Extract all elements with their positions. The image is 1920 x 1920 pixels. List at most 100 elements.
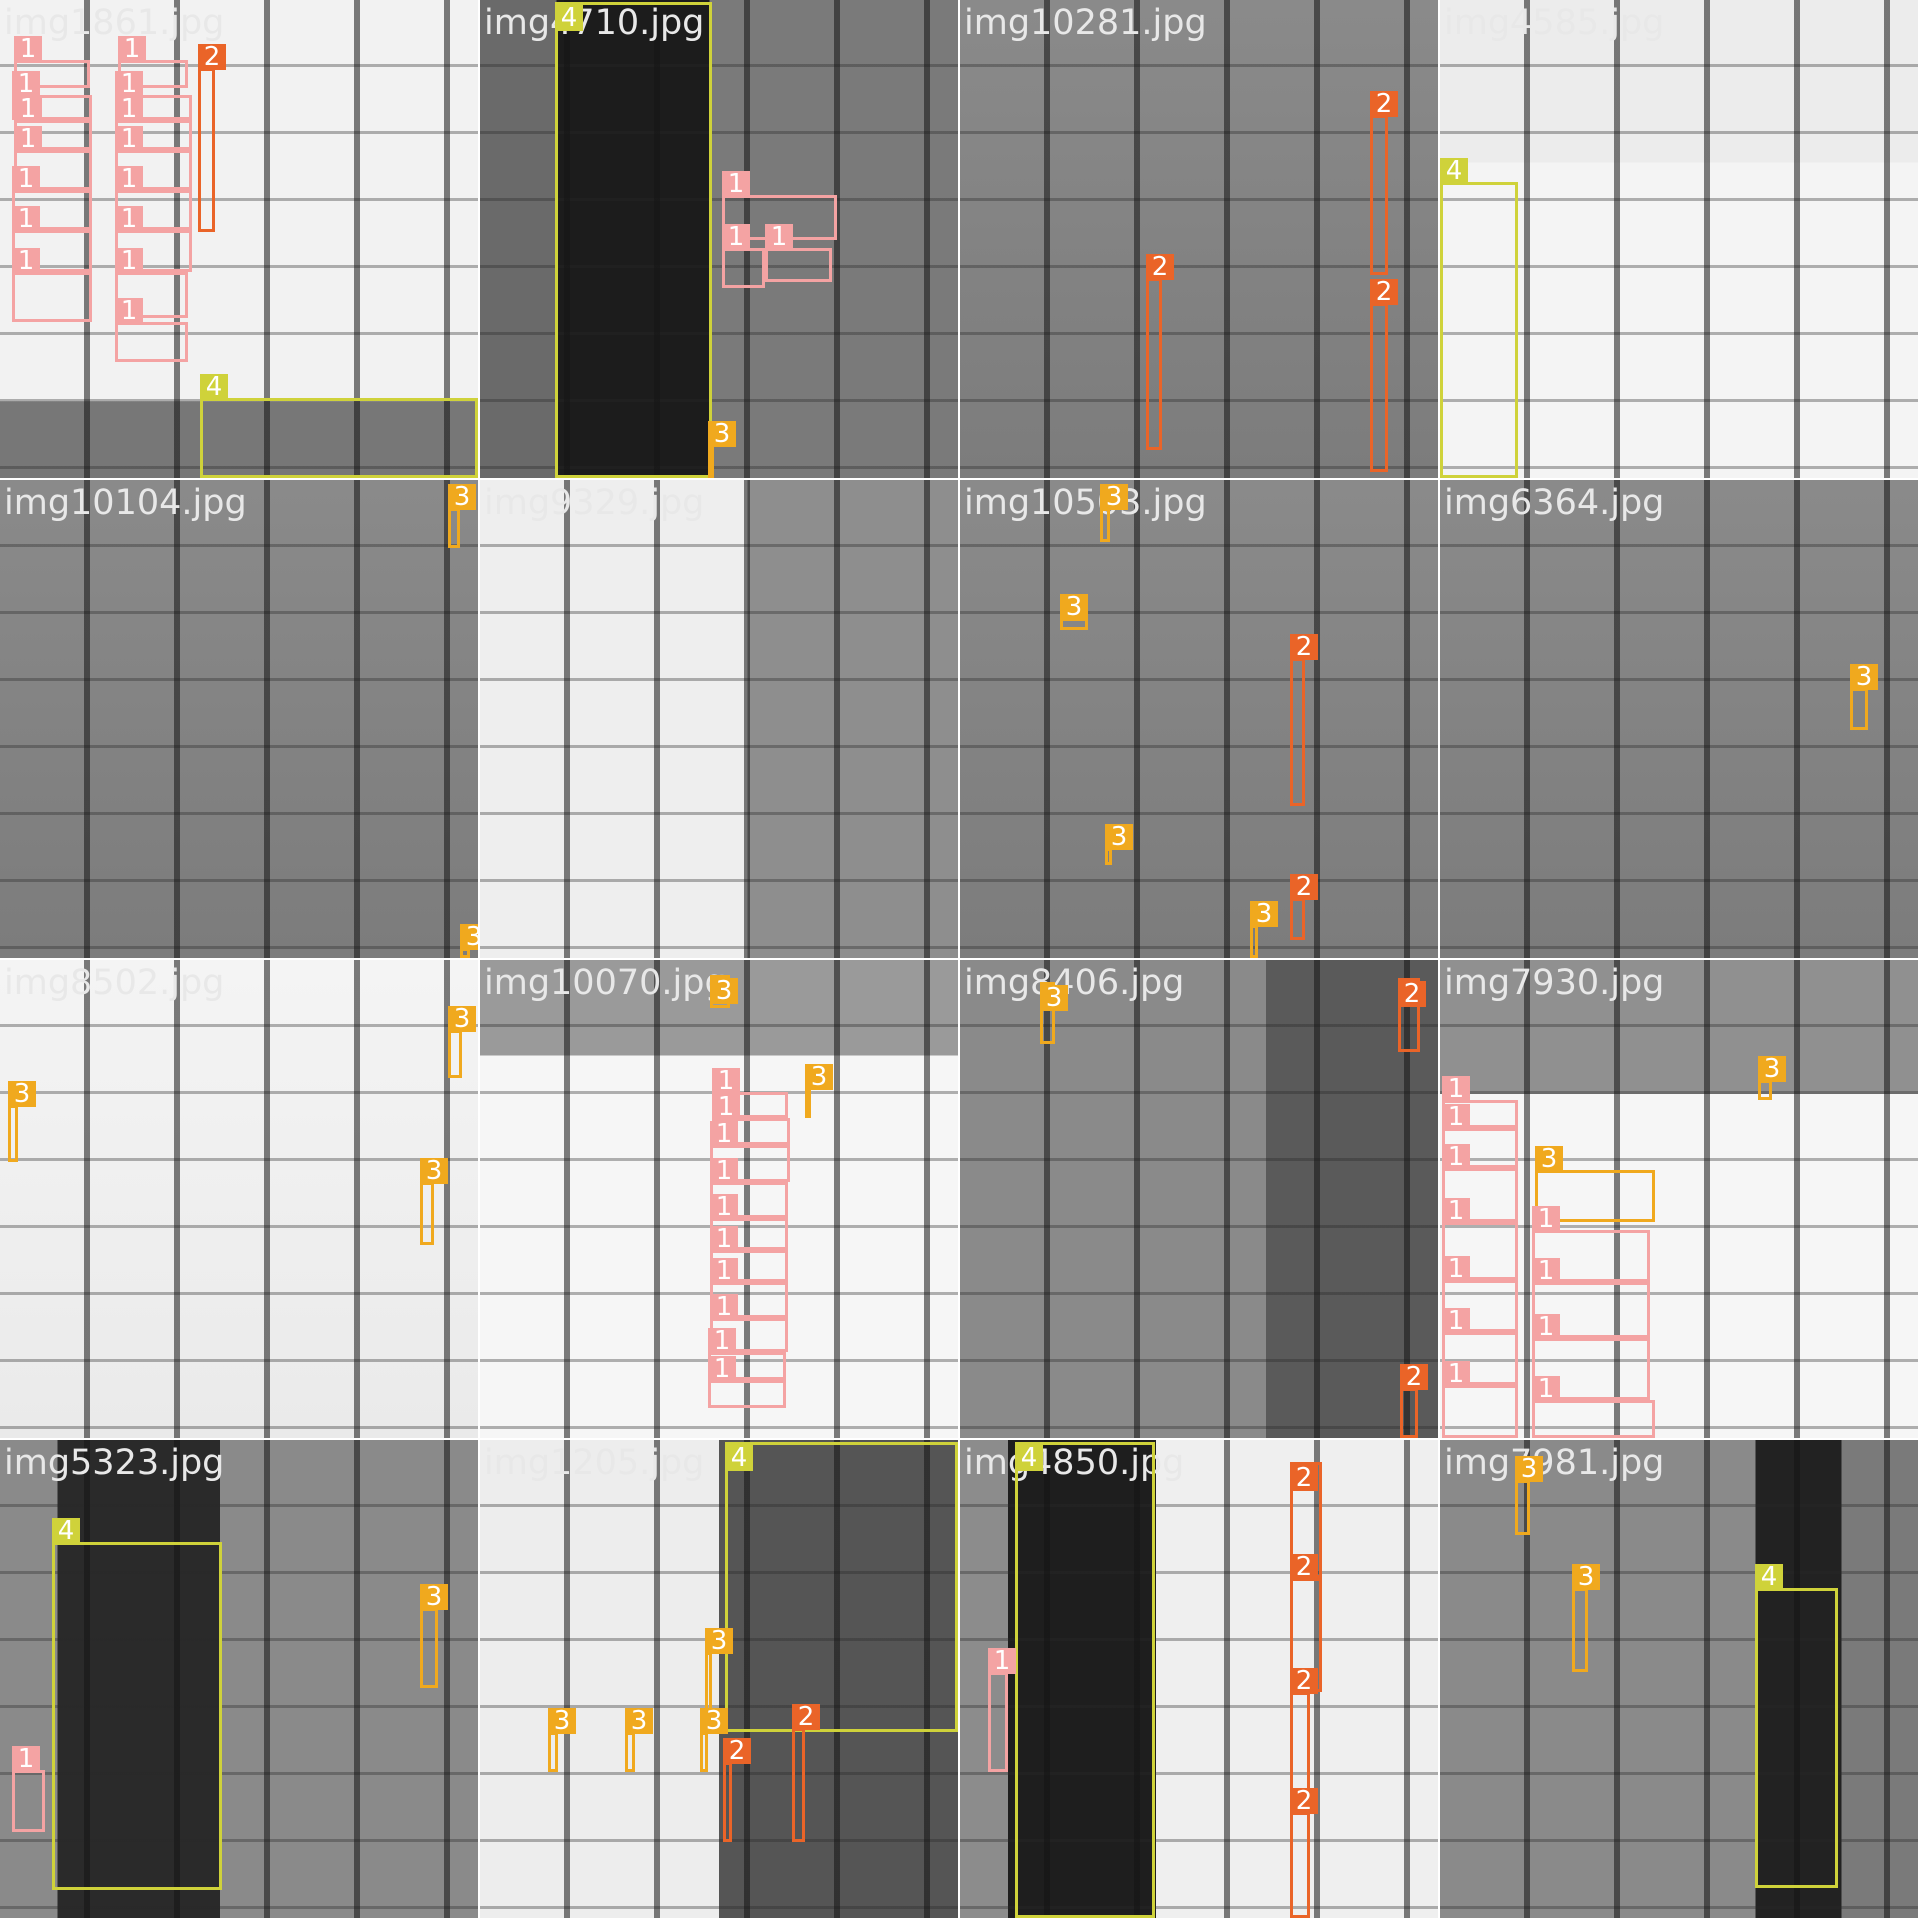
defect-bounding-box: 1 — [708, 1356, 786, 1408]
defect-bounding-box: 1 — [988, 1648, 1016, 1772]
image-filename: img8406.jpg — [964, 963, 1185, 1003]
class-label: 3 — [420, 1584, 448, 1610]
defect-bounding-box: 2 — [1290, 874, 1318, 940]
solar-panel-image — [1440, 480, 1918, 958]
defect-bounding-box: 1 — [1442, 1198, 1518, 1280]
defect-bounding-box: 3 — [1250, 901, 1278, 958]
defect-bounding-box: 3 — [448, 1006, 476, 1078]
class-label: 3 — [805, 1064, 833, 1090]
class-label: 2 — [198, 44, 226, 70]
class-label: 1 — [12, 1746, 40, 1772]
class-label: 2 — [1290, 874, 1318, 900]
defect-bounding-box: 2 — [1146, 254, 1174, 450]
defect-bounding-box: 3 — [1850, 664, 1878, 730]
defect-bounding-box: 4 — [555, 2, 712, 478]
class-label: 1 — [765, 224, 793, 250]
image-filename: img10104.jpg — [4, 483, 247, 523]
solar-panel-image — [1440, 0, 1918, 478]
image-tile: img9329.jpg — [480, 480, 958, 958]
image-tile: img1861.jpg 1 1 1 1 1 1 1 1 1 1 1 1 1 1 1 2 4 — [0, 0, 478, 478]
defect-bounding-box: 3 — [1515, 1456, 1543, 1535]
image-tile: img10281.jpg 2 2 2 — [960, 0, 1438, 478]
class-label: 1 — [115, 126, 143, 152]
defect-bounding-box: 2 — [1290, 1554, 1322, 1692]
class-label: 1 — [710, 1258, 738, 1284]
class-label: 1 — [12, 248, 40, 274]
defect-bounding-box: 3 — [805, 1064, 833, 1118]
image-filename: img7930.jpg — [1444, 963, 1665, 1003]
defect-bounding-box: 4 — [1755, 1564, 1838, 1888]
class-label: 1 — [115, 298, 143, 324]
class-label: 1 — [14, 36, 42, 62]
class-label: 3 — [420, 1158, 448, 1184]
solar-panel-image — [480, 0, 958, 478]
defect-bounding-box: 1 — [710, 1226, 788, 1282]
class-label: 2 — [1290, 1788, 1318, 1814]
image-tile: img6364.jpg 3 — [1440, 480, 1918, 958]
defect-bounding-box: 4 — [1440, 158, 1518, 478]
class-label: 3 — [460, 924, 478, 950]
defect-bounding-box: 1 — [1442, 1256, 1518, 1332]
class-label: 2 — [1370, 91, 1398, 117]
defect-bounding-box: 1 — [722, 224, 765, 288]
class-label: 1 — [115, 248, 143, 274]
defect-bounding-box: 1 — [115, 298, 188, 362]
class-label: 1 — [12, 71, 40, 97]
class-label: 1 — [1532, 1206, 1560, 1232]
defect-bounding-box: 3 — [1105, 824, 1133, 865]
class-label: 1 — [1442, 1198, 1470, 1224]
class-label: 3 — [1060, 594, 1088, 620]
defect-bounding-box: 1 — [1532, 1376, 1655, 1438]
defect-bounding-box: 4 — [200, 374, 478, 478]
defect-bounding-box: 1 — [1532, 1314, 1650, 1400]
class-label: 2 — [1370, 279, 1398, 305]
class-label: 3 — [708, 421, 736, 447]
class-label: 3 — [1100, 484, 1128, 510]
defect-bounding-box: 3 — [1572, 1564, 1600, 1672]
defect-bounding-box: 1 — [14, 96, 92, 150]
image-filename: img6364.jpg — [1444, 483, 1665, 523]
image-tile: img1205.jpg 4 3 3 3 3 2 2 — [480, 1440, 958, 1918]
class-label: 3 — [1515, 1456, 1543, 1482]
class-label: 1 — [1442, 1144, 1470, 1170]
defect-bounding-box: 3 — [460, 924, 478, 958]
solar-panel-image — [960, 1440, 1438, 1918]
image-tile: img10104.jpg 3 3 — [0, 480, 478, 958]
defect-bounding-box: 2 — [198, 44, 226, 232]
class-label: 1 — [118, 36, 146, 62]
class-label: 1 — [14, 96, 42, 122]
class-label: 3 — [448, 484, 476, 510]
solar-panel-image — [960, 480, 1438, 958]
image-tile: img7930.jpg 3 1 1 1 1 1 1 1 3 1 1 1 1 — [1440, 960, 1918, 1438]
class-label: 2 — [1290, 1465, 1318, 1491]
image-tile: img4850.jpg 4 1 2 2 2 2 — [960, 1440, 1438, 1918]
class-label: 1 — [710, 1194, 738, 1220]
defect-bounding-box: 3 — [420, 1584, 448, 1688]
class-label: 4 — [555, 5, 583, 31]
defect-bounding-box: 1 — [115, 96, 192, 150]
class-label: 3 — [548, 1708, 576, 1734]
defect-bounding-box: 3 — [448, 484, 476, 548]
class-label: 3 — [448, 1006, 476, 1032]
image-tile: img10070.jpg 3 3 1 1 1 1 1 1 1 1 1 1 — [480, 960, 958, 1438]
class-label: 2 — [1398, 981, 1426, 1007]
solar-panel-image — [0, 480, 478, 958]
defect-bounding-box: 1 — [710, 1158, 788, 1218]
class-label: 1 — [988, 1648, 1016, 1674]
defect-bounding-box: 1 — [12, 71, 92, 120]
defect-bounding-box: 1 — [765, 224, 832, 282]
class-label: 1 — [1442, 1308, 1470, 1334]
class-label: 1 — [722, 224, 750, 250]
class-label: 3 — [700, 1708, 728, 1734]
class-label: 2 — [723, 1738, 751, 1764]
defect-bounding-box: 1 — [710, 1194, 788, 1250]
class-label: 1 — [1442, 1361, 1470, 1387]
class-label: 2 — [1290, 1668, 1318, 1694]
class-label: 3 — [1572, 1564, 1600, 1590]
defect-bounding-box: 3 — [548, 1708, 576, 1772]
solar-panel-image — [480, 1440, 958, 1918]
defect-bounding-box: 3 — [1535, 1146, 1655, 1222]
image-tile: img8502.jpg 3 3 3 — [0, 960, 478, 1438]
class-label: 1 — [12, 206, 40, 232]
image-filename: img8502.jpg — [4, 963, 225, 1003]
